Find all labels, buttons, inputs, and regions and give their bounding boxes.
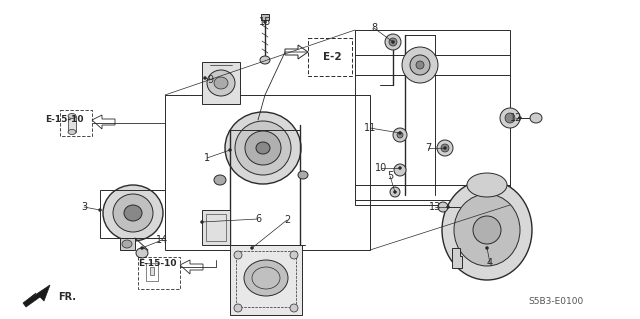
Ellipse shape	[393, 128, 407, 142]
Text: 7: 7	[425, 143, 431, 153]
Ellipse shape	[200, 220, 204, 224]
Polygon shape	[180, 260, 203, 274]
Ellipse shape	[467, 173, 507, 197]
Bar	[68, 116, 76, 132]
Ellipse shape	[437, 140, 453, 156]
Polygon shape	[285, 45, 308, 59]
Ellipse shape	[389, 38, 397, 46]
Ellipse shape	[518, 116, 522, 120]
Ellipse shape	[136, 248, 148, 258]
Text: 1: 1	[204, 153, 210, 163]
Ellipse shape	[245, 131, 281, 165]
Text: E-15-10: E-15-10	[138, 258, 177, 268]
Ellipse shape	[122, 240, 132, 248]
Ellipse shape	[124, 205, 142, 221]
Ellipse shape	[402, 47, 438, 83]
Bar	[202, 210, 230, 245]
Ellipse shape	[444, 146, 447, 150]
Text: 5: 5	[387, 171, 393, 181]
Ellipse shape	[214, 77, 228, 89]
Ellipse shape	[103, 185, 163, 241]
Text: E-2: E-2	[323, 52, 341, 62]
Ellipse shape	[264, 20, 266, 24]
Ellipse shape	[505, 113, 515, 123]
Ellipse shape	[234, 304, 242, 312]
Ellipse shape	[410, 55, 430, 75]
Text: FR.: FR.	[58, 292, 76, 302]
Ellipse shape	[441, 144, 449, 152]
Bar	[355, 30, 510, 205]
Ellipse shape	[228, 149, 232, 152]
Ellipse shape	[454, 194, 520, 266]
Ellipse shape	[399, 131, 401, 135]
Ellipse shape	[530, 113, 542, 123]
Bar	[60, 110, 92, 136]
Ellipse shape	[399, 167, 401, 169]
Polygon shape	[92, 115, 115, 129]
Ellipse shape	[416, 61, 424, 69]
Ellipse shape	[486, 247, 488, 249]
Ellipse shape	[385, 34, 401, 50]
Ellipse shape	[438, 202, 448, 212]
Bar	[138, 257, 180, 289]
Polygon shape	[452, 248, 462, 268]
Text: 4: 4	[487, 258, 493, 268]
Ellipse shape	[99, 209, 102, 211]
Text: 8: 8	[371, 23, 377, 33]
Text: 11: 11	[364, 123, 376, 133]
Ellipse shape	[214, 175, 226, 185]
Ellipse shape	[68, 130, 76, 135]
Ellipse shape	[68, 114, 76, 118]
Bar	[100, 190, 165, 238]
Ellipse shape	[235, 121, 291, 175]
Text: 10: 10	[375, 163, 387, 173]
Ellipse shape	[394, 164, 406, 176]
Ellipse shape	[394, 190, 397, 194]
Bar	[165, 95, 370, 250]
Ellipse shape	[234, 251, 242, 259]
Text: 9: 9	[207, 75, 213, 85]
Text: E-15-10: E-15-10	[45, 115, 83, 124]
Ellipse shape	[392, 41, 394, 43]
Ellipse shape	[500, 108, 520, 128]
Text: 12: 12	[510, 113, 522, 123]
Text: 14: 14	[156, 235, 168, 245]
Ellipse shape	[442, 180, 532, 280]
Ellipse shape	[204, 77, 207, 79]
Bar	[261, 14, 269, 20]
Text: S5B3-E0100: S5B3-E0100	[528, 298, 583, 307]
Ellipse shape	[250, 247, 253, 249]
Bar	[150, 267, 154, 275]
Text: 3: 3	[81, 202, 87, 212]
Ellipse shape	[390, 187, 400, 197]
Ellipse shape	[290, 304, 298, 312]
Bar	[308, 38, 352, 76]
Ellipse shape	[141, 247, 143, 249]
Polygon shape	[23, 285, 50, 307]
Ellipse shape	[473, 216, 501, 244]
Ellipse shape	[260, 56, 270, 64]
Text: 15: 15	[259, 17, 271, 27]
Ellipse shape	[225, 112, 301, 184]
Ellipse shape	[397, 132, 403, 138]
Bar	[236, 251, 296, 307]
Bar	[202, 62, 240, 104]
Ellipse shape	[256, 142, 270, 154]
Text: 2: 2	[284, 215, 290, 225]
Bar	[230, 245, 302, 315]
Ellipse shape	[113, 194, 153, 232]
Ellipse shape	[447, 205, 449, 209]
Bar	[146, 263, 158, 281]
Bar	[120, 238, 135, 250]
Ellipse shape	[298, 171, 308, 179]
Ellipse shape	[207, 70, 235, 96]
Bar	[206, 214, 226, 241]
Text: 6: 6	[255, 214, 261, 224]
Ellipse shape	[290, 251, 298, 259]
Text: 13: 13	[429, 202, 441, 212]
Ellipse shape	[244, 260, 288, 296]
